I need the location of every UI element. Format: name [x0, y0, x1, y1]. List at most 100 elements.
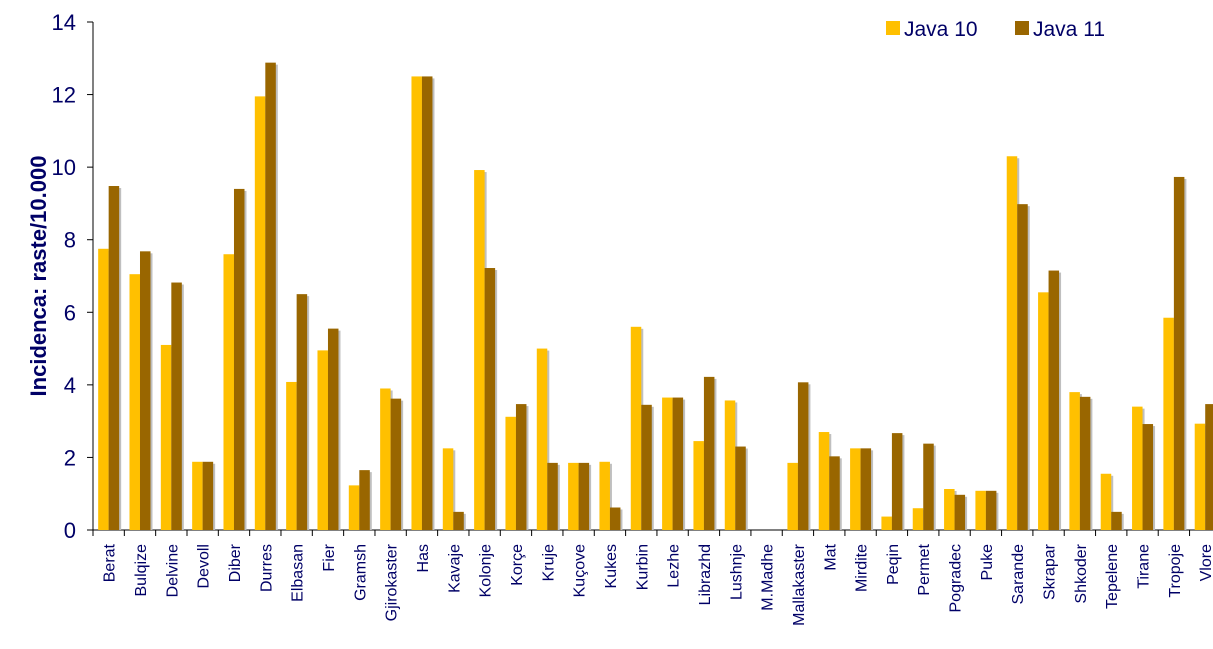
bar-java-10 [818, 432, 830, 530]
legend: Java 10 Java 11 [886, 18, 1105, 41]
bar-java-10 [724, 400, 736, 530]
category-label: Delvine [164, 544, 181, 597]
category-label: Gjirokaster [384, 543, 401, 621]
bar-java-10 [1100, 473, 1112, 530]
bar-java-11 [672, 397, 684, 530]
category-label: Sarande [1010, 544, 1027, 605]
bar-java-11 [390, 398, 402, 530]
bar-java-11 [202, 461, 214, 530]
category-label: Has [415, 544, 432, 572]
bar-java-11 [703, 376, 715, 530]
bar-java-10 [630, 326, 642, 530]
bar-java-11 [923, 443, 934, 530]
category-label: Lushnje [728, 544, 745, 600]
bar-java-10 [787, 462, 798, 530]
y-tick-label: 2 [64, 445, 76, 470]
y-tick-label: 6 [64, 300, 76, 325]
category-label: Korçe [509, 544, 526, 586]
bar-java-10 [505, 416, 516, 530]
y-tick-label: 10 [52, 155, 76, 180]
bar-java-11 [296, 294, 308, 530]
bar-java-10 [474, 170, 485, 530]
bar-java-11 [609, 507, 621, 530]
bar-java-11 [1111, 511, 1122, 530]
category-label: Kuçove [572, 544, 589, 597]
bar-java-10 [380, 388, 391, 530]
bar-java-11 [797, 382, 809, 530]
bar-java-10 [881, 516, 892, 530]
category-label: Durres [258, 544, 275, 592]
bar-java-10 [1132, 406, 1143, 530]
category-label: Tirane [1136, 544, 1153, 589]
category-label: Mallakaster [791, 543, 808, 625]
category-label: Permet [916, 543, 933, 595]
bar-java-10 [98, 248, 109, 531]
category-label: Vlore [1198, 544, 1213, 581]
bar-java-11 [515, 404, 527, 530]
bar-java-10 [850, 448, 861, 530]
bar-java-11 [327, 328, 339, 530]
legend-swatch [886, 21, 900, 35]
bar-java-11 [829, 456, 840, 530]
bar-java-11 [359, 470, 370, 530]
bar-java-10 [1194, 423, 1206, 530]
category-label: Elbasan [290, 544, 307, 602]
bar-java-11 [954, 494, 966, 530]
category-label: Puke [979, 544, 996, 581]
bar-java-10 [975, 490, 986, 530]
bar-java-11 [108, 186, 120, 531]
bar-java-11 [453, 511, 464, 530]
bar-java-11 [1048, 270, 1060, 530]
category-label: Berat [102, 543, 119, 582]
bar-java-11 [233, 188, 245, 530]
bar-java-11 [891, 433, 903, 530]
category-label: Bulqize [133, 544, 150, 597]
category-label: Lezhe [666, 544, 683, 588]
bar-java-10 [254, 96, 266, 530]
category-label: M.Madhe [760, 544, 777, 611]
category-label: Tropoje [1167, 544, 1184, 598]
bars [98, 62, 1213, 531]
bar-java-10 [944, 488, 955, 530]
bar-java-10 [1163, 317, 1174, 530]
category-label: Kruje [540, 544, 557, 581]
y-tick-label: 14 [52, 10, 76, 35]
category-label: Kolonje [478, 544, 495, 597]
category-labels: Berat Bulqize Delvine Devoll Diber Durres Elba… [102, 543, 1213, 625]
y-tick-label: 0 [64, 518, 76, 543]
y-tick-label: 8 [64, 228, 76, 253]
category-label: Fier [321, 543, 338, 571]
bar-java-11 [860, 448, 872, 530]
bar-java-10 [192, 461, 203, 530]
legend-label: Java 11 [1033, 18, 1105, 41]
bar-java-10 [693, 441, 704, 530]
category-label: Kavaje [446, 544, 463, 593]
bar-java-11 [735, 446, 746, 530]
bar-java-10 [411, 76, 422, 530]
bar-java-10 [568, 462, 579, 530]
bar-java-11 [139, 251, 151, 530]
bar-java-11 [578, 462, 590, 530]
y-tick-label: 4 [64, 373, 76, 398]
bar-java-10 [129, 274, 140, 530]
category-label: Mirdite [854, 544, 871, 592]
bar-java-11 [484, 268, 496, 530]
bar-java-10 [317, 350, 328, 530]
category-label: Skrapar [1042, 543, 1059, 600]
bar-java-11 [171, 282, 182, 530]
category-label: Gramsh [352, 544, 369, 601]
bar-java-10 [1038, 292, 1049, 530]
legend-label: Java 10 [904, 18, 978, 41]
y-tick-label: 12 [52, 83, 76, 108]
bar-java-10 [599, 461, 610, 530]
bar-java-10 [348, 485, 360, 530]
bar-java-11 [1142, 424, 1154, 530]
bar-java-10 [1006, 156, 1018, 530]
bar-java-10 [536, 348, 548, 530]
bar-java-11 [1173, 176, 1185, 530]
bar-java-11 [265, 62, 276, 530]
bar-java-10 [286, 381, 297, 530]
bar-java-11 [1205, 404, 1213, 530]
category-label: Devoll [196, 544, 213, 588]
